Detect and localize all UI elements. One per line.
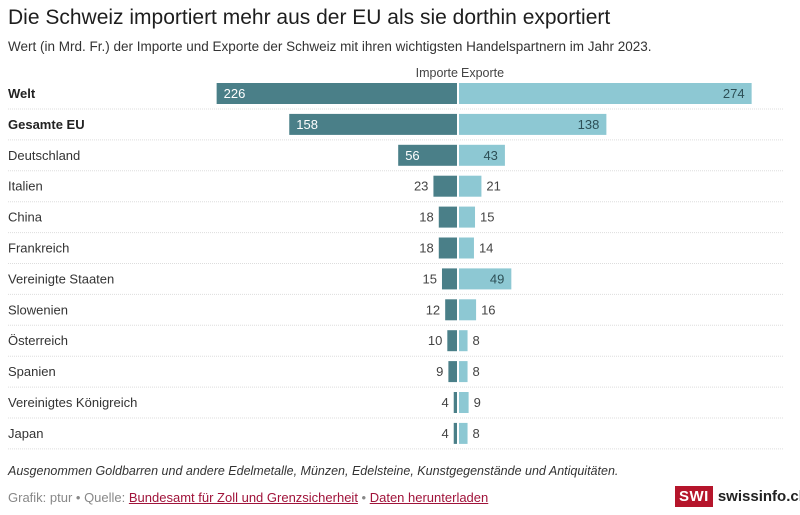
import-value-label: 18	[419, 210, 433, 225]
row-label: Frankreich	[8, 241, 69, 256]
row-label: Italien	[8, 179, 43, 194]
row-label: Slowenien	[8, 302, 68, 317]
credit-prefix: Grafik: ptur • Quelle:	[8, 490, 129, 505]
export-bar	[459, 392, 469, 413]
import-bar	[216, 83, 457, 104]
import-value-label: 23	[414, 179, 428, 194]
export-bar	[459, 206, 476, 228]
footnote: Ausgenommen Goldbarren und andere Edelme…	[8, 464, 619, 478]
import-bar	[438, 206, 457, 228]
import-bar	[445, 299, 457, 321]
import-value-label: 15	[423, 271, 437, 286]
import-value-label: 4	[441, 395, 448, 410]
import-bar	[447, 330, 457, 352]
credits: Grafik: ptur • Quelle: Bundesamt für Zol…	[8, 490, 488, 505]
export-bar	[459, 175, 482, 197]
export-value-label: 8	[473, 426, 480, 441]
row-label: Gesamte EU	[8, 117, 85, 132]
export-value-label: 21	[486, 179, 500, 194]
logo-text: swissinfo.ch	[717, 488, 800, 505]
import-value-label: 18	[419, 241, 433, 256]
import-bar	[289, 113, 457, 135]
export-bar	[459, 330, 468, 352]
logo-badge: SWI	[675, 486, 713, 507]
export-bar	[459, 361, 468, 383]
export-value-label: 16	[481, 302, 495, 317]
row-label: Vereinigtes Königreich	[8, 395, 137, 410]
export-bar	[459, 268, 512, 290]
export-bar	[459, 144, 505, 166]
separator: •	[357, 490, 370, 505]
source-link[interactable]: Bundesamt für Zoll und Grenzsicherheit	[128, 490, 358, 505]
legend-exports: Exporte	[461, 66, 505, 80]
export-value-label: 8	[473, 364, 480, 379]
chart-title: Die Schweiz importiert mehr aus der EU a…	[8, 6, 611, 29]
import-value-label: 158	[296, 117, 318, 132]
chart-subtitle: Wert (in Mrd. Fr.) der Importe und Expor…	[8, 39, 652, 54]
row-label: Deutschland	[8, 148, 80, 163]
import-value-label: 56	[405, 148, 419, 163]
row-label: Japan	[8, 426, 43, 441]
import-bar	[453, 422, 457, 444]
export-bar	[459, 299, 477, 321]
export-value-label: 15	[480, 210, 494, 225]
export-value-label: 9	[474, 395, 481, 410]
row-label: Spanien	[8, 364, 56, 379]
import-value-label: 4	[441, 426, 448, 441]
import-bar	[433, 175, 457, 197]
import-value-label: 12	[426, 302, 440, 317]
export-value-label: 274	[723, 86, 745, 101]
export-value-label: 8	[473, 333, 480, 348]
export-value-label: 138	[578, 117, 600, 132]
export-value-label: 49	[490, 271, 504, 286]
export-bar	[459, 422, 468, 444]
export-bar	[459, 113, 607, 135]
import-value-label: 9	[436, 364, 443, 379]
download-data-link[interactable]: Daten herunterladen	[369, 490, 489, 505]
row-label: Vereinigte Staaten	[8, 271, 114, 286]
row-label: Welt	[8, 86, 36, 101]
row-label: China	[8, 210, 43, 225]
legend-imports: Importe	[415, 66, 458, 80]
export-bar	[459, 237, 474, 259]
import-bar	[453, 392, 457, 413]
import-value-label: 10	[428, 333, 442, 348]
swissinfo-logo[interactable]: SWI swissinfo.ch	[675, 486, 800, 507]
import-bar	[438, 237, 457, 259]
import-bar	[398, 144, 457, 166]
export-bar	[459, 83, 752, 104]
import-bar	[448, 361, 457, 383]
row-label: Österreich	[8, 333, 68, 348]
export-value-label: 43	[483, 148, 497, 163]
export-value-label: 14	[479, 241, 493, 256]
import-bar	[441, 268, 457, 290]
import-value-label: 226	[224, 86, 246, 101]
